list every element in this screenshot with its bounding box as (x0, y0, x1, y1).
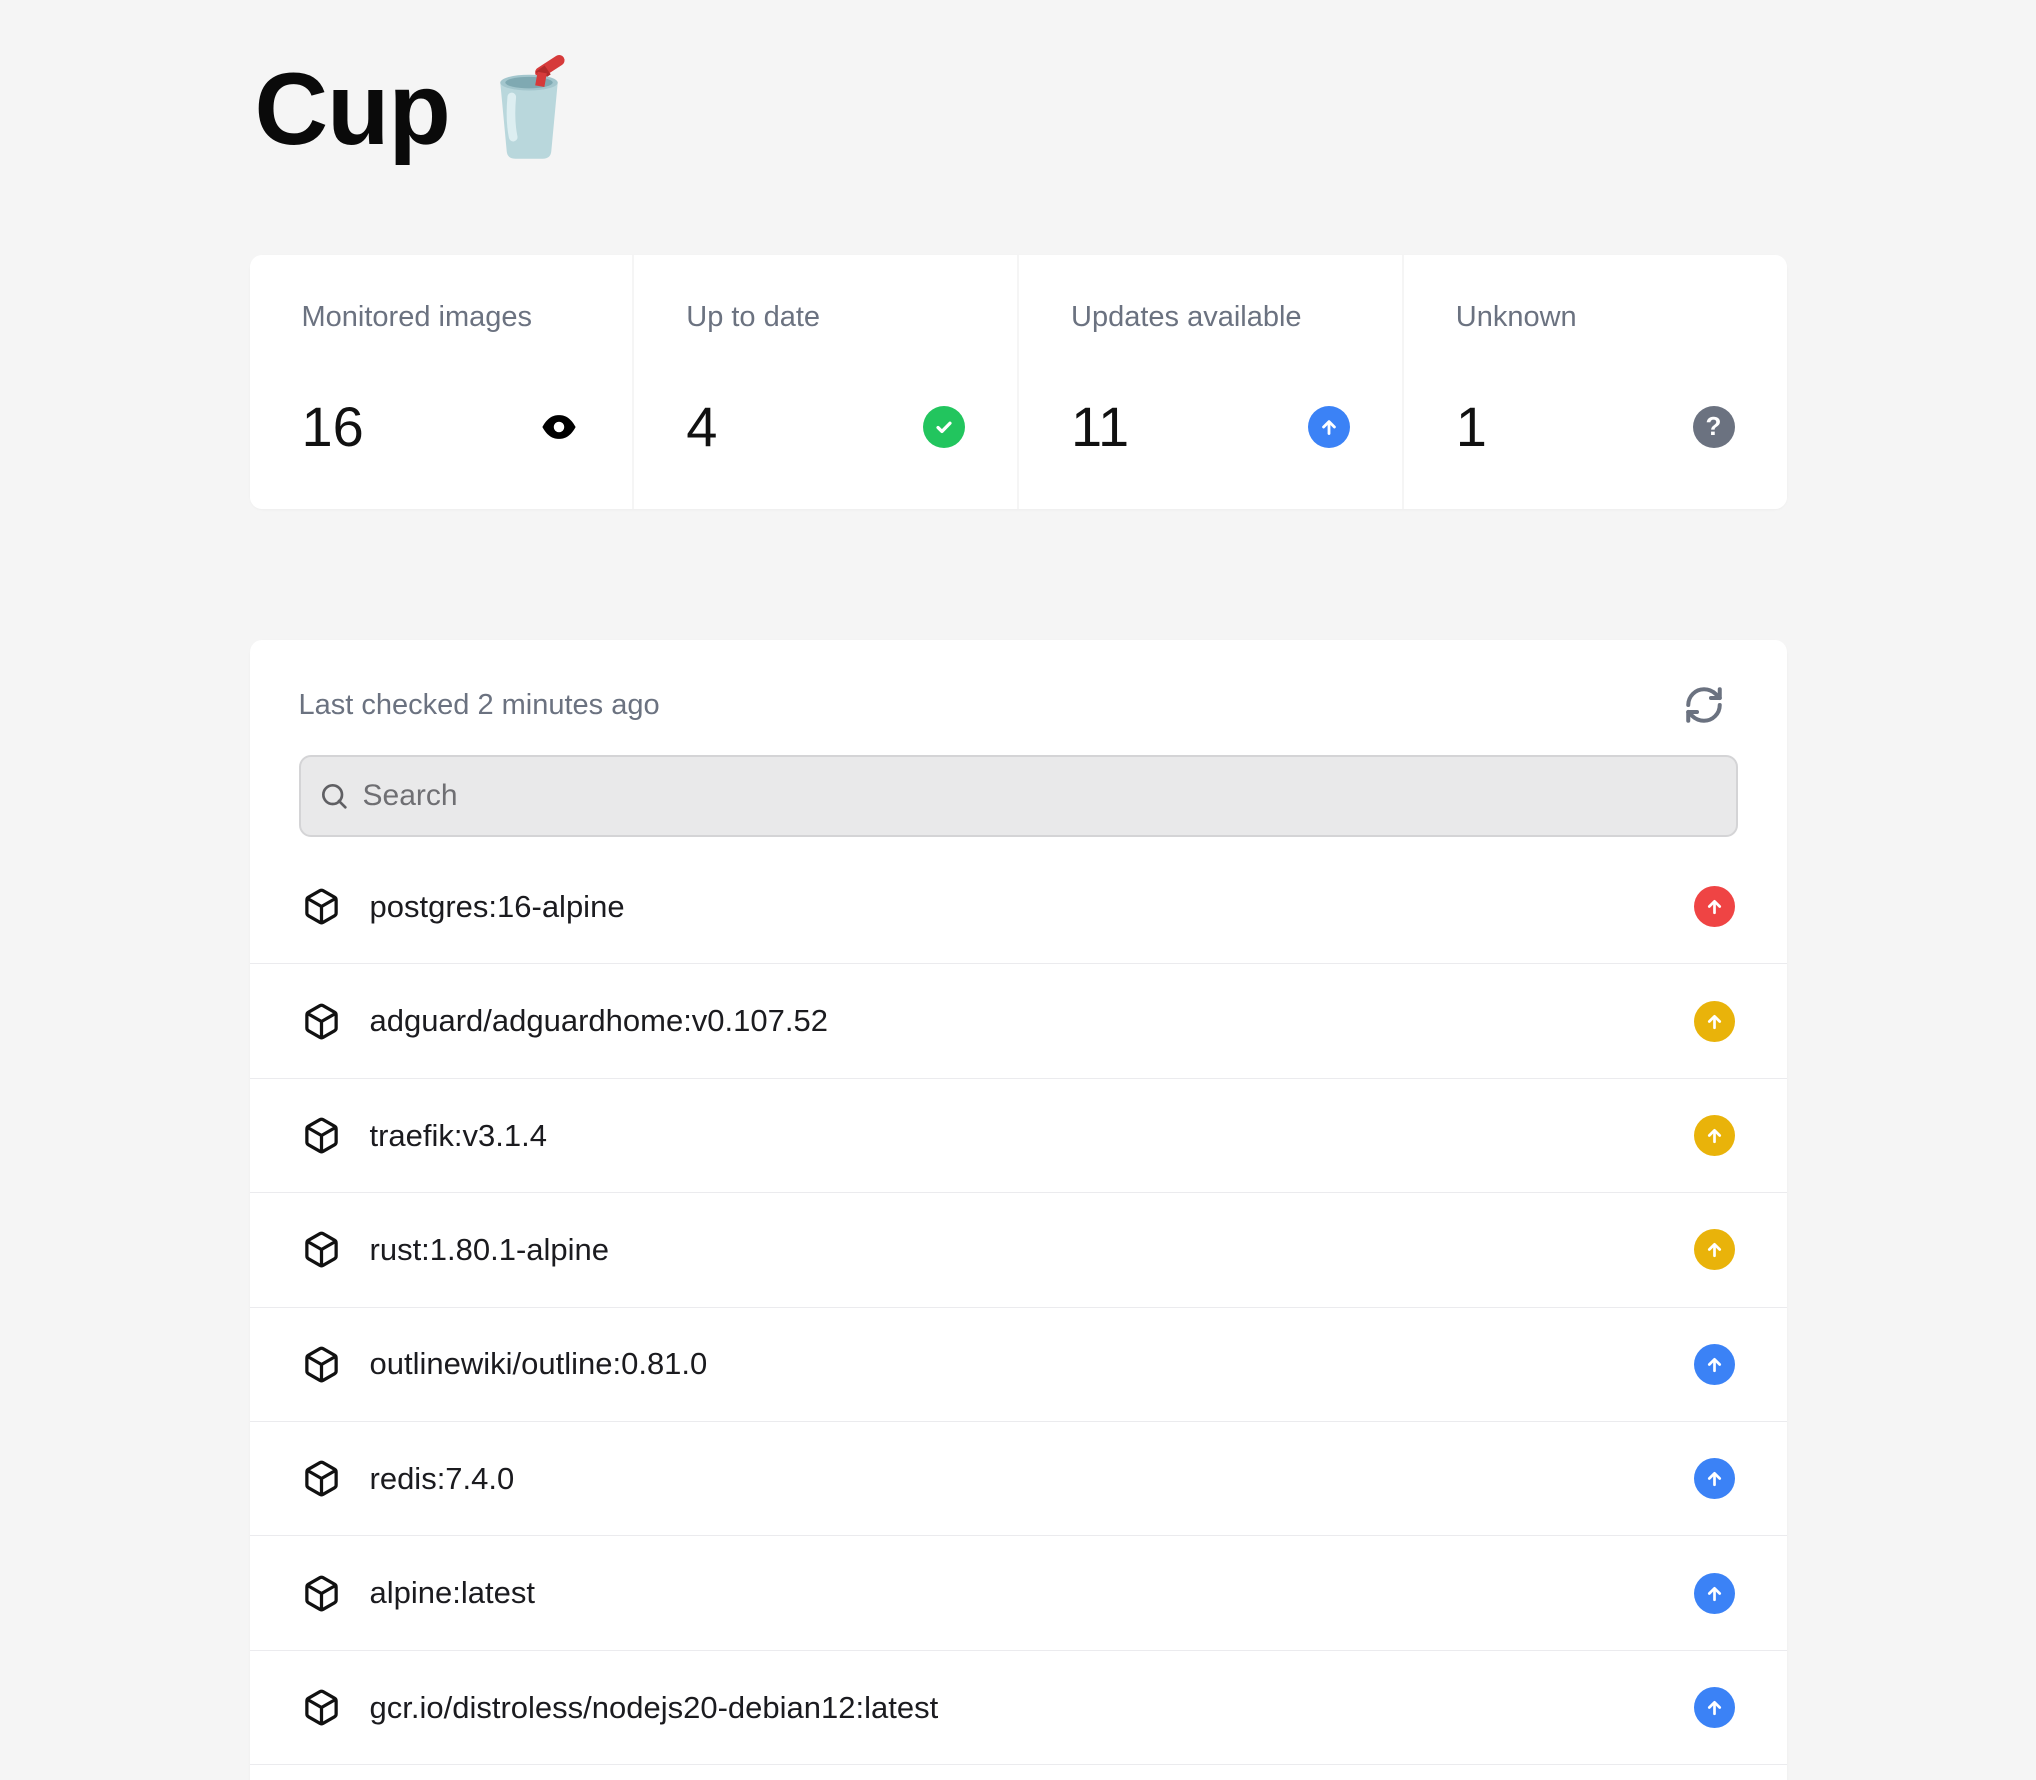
stat-value: 11 (1071, 395, 1130, 459)
question-circle-icon: ? (1692, 405, 1735, 448)
search-input[interactable] (362, 779, 1719, 814)
refresh-icon (1685, 687, 1722, 723)
update-badge-icon (1693, 1000, 1735, 1042)
package-icon (304, 888, 338, 925)
stat-card-up-to-date: Up to date 4 (634, 255, 1017, 510)
search-icon (321, 784, 347, 809)
refresh-button[interactable] (1681, 682, 1727, 728)
package-icon (304, 1003, 338, 1040)
image-name: outlinewiki/outline:0.81.0 (369, 1346, 708, 1382)
stat-label: Unknown (1455, 301, 1577, 334)
stat-card-unknown: Unknown 1 ? (1403, 255, 1787, 510)
check-circle-icon (923, 405, 965, 448)
update-badge-icon (1693, 1343, 1735, 1385)
image-name: redis:7.4.0 (369, 1460, 515, 1496)
image-row-traefik[interactable]: traefik:v3.1.4 (249, 1079, 1787, 1194)
stats-row: Monitored images 16 Up to date 4 Updates… (249, 255, 1787, 510)
update-badge-icon (1693, 1229, 1735, 1271)
stat-label: Up to date (686, 301, 821, 334)
last-checked-text: Last checked 2 minutes ago (298, 688, 660, 721)
update-badge-icon (1693, 1115, 1735, 1157)
stat-label: Updates available (1071, 301, 1302, 334)
image-list: postgres:16-alpine adguard/adguardhome:v… (249, 850, 1787, 1766)
update-badge-icon (1693, 1687, 1735, 1729)
image-row-outline[interactable]: outlinewiki/outline:0.81.0 (249, 1308, 1787, 1423)
image-row-adguardhome[interactable]: adguard/adguardhome:v0.107.52 (249, 964, 1787, 1079)
package-icon (304, 1117, 338, 1154)
stat-value: 1 (1455, 395, 1487, 459)
package-icon (304, 1575, 338, 1611)
image-name: postgres:16-alpine (369, 888, 625, 924)
image-row-distroless-nodejs[interactable]: gcr.io/distroless/nodejs20-debian12:late… (249, 1651, 1787, 1766)
arrow-up-circle-icon (1307, 405, 1350, 448)
image-name: alpine:latest (369, 1575, 535, 1611)
eye-icon (542, 414, 576, 439)
search-bar (298, 755, 1738, 838)
stat-value: 4 (686, 395, 718, 459)
update-badge-icon (1693, 886, 1735, 928)
stat-card-monitored-images: Monitored images 16 (249, 255, 633, 510)
image-row-rust[interactable]: rust:1.80.1-alpine (249, 1193, 1787, 1308)
stat-label: Monitored images (301, 301, 533, 334)
page-title-row: Cup (250, 52, 1787, 166)
package-icon (304, 1460, 338, 1497)
page: Cup Monitored images 16 Up to dat (249, 52, 1787, 1780)
image-row-redis[interactable]: redis:7.4.0 (249, 1422, 1787, 1537)
image-row-alpine[interactable]: alpine:latest (249, 1536, 1787, 1651)
image-name: adguard/adguardhome:v0.107.52 (369, 1003, 828, 1039)
update-badge-icon (1693, 1458, 1735, 1500)
page-title: Cup (254, 52, 451, 166)
image-name: traefik:v3.1.4 (369, 1117, 547, 1153)
package-icon (304, 1689, 338, 1726)
stat-card-updates-available: Updates available 11 (1019, 255, 1402, 510)
update-badge-icon (1693, 1572, 1735, 1614)
image-row-postgres[interactable]: postgres:16-alpine (249, 850, 1787, 965)
stat-value: 16 (301, 395, 364, 459)
cup-with-straw-icon (500, 54, 565, 159)
package-icon (304, 1346, 338, 1383)
image-name: gcr.io/distroless/nodejs20-debian12:late… (369, 1689, 939, 1725)
images-panel: Last checked 2 minutes ago (249, 640, 1787, 1780)
image-name: rust:1.80.1-alpine (369, 1231, 610, 1267)
package-icon (304, 1232, 338, 1268)
